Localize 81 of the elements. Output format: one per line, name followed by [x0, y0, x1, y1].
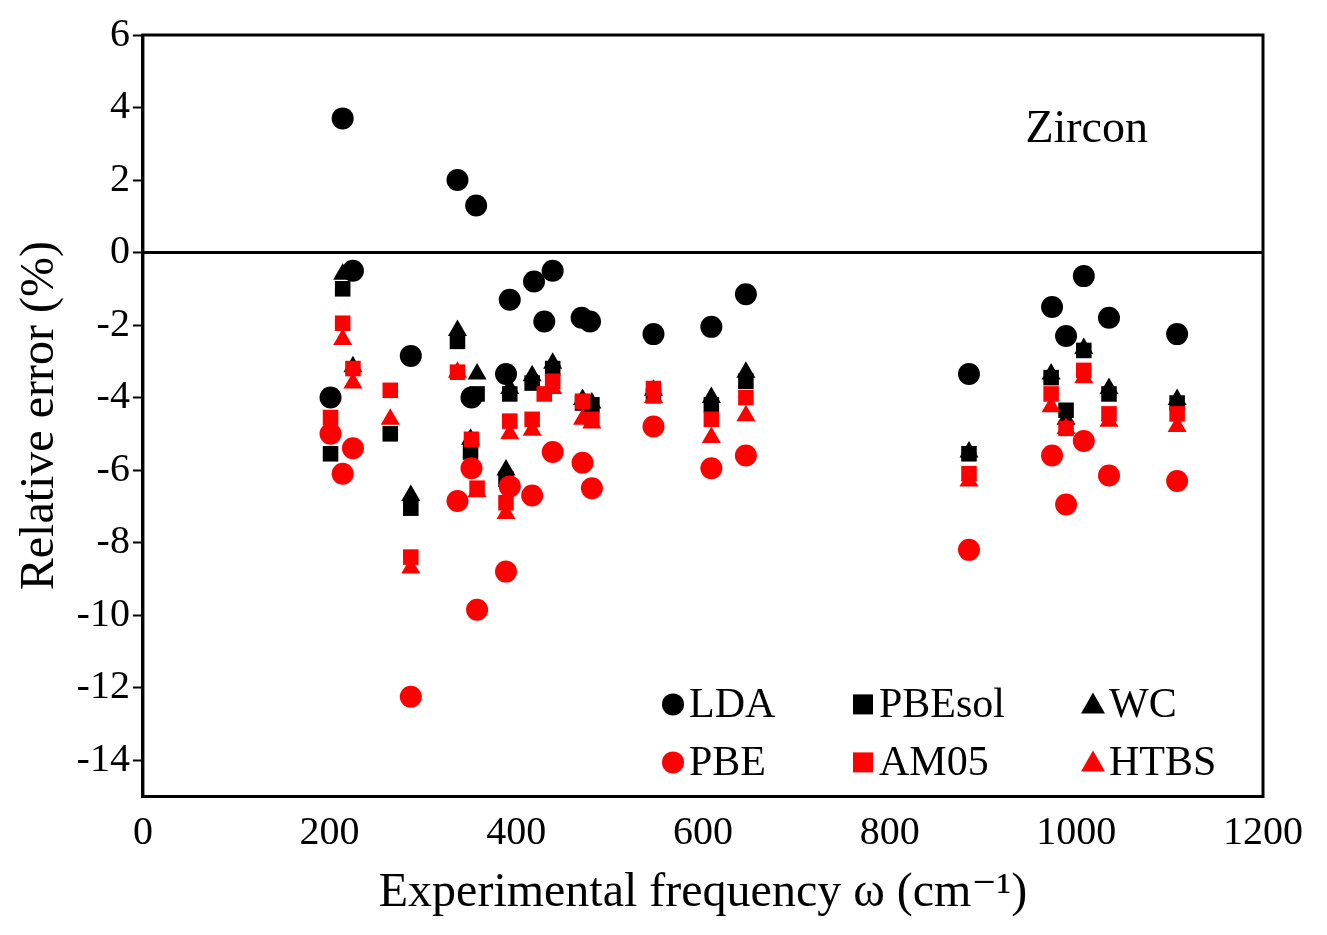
- point: [1041, 295, 1064, 318]
- point: [495, 560, 518, 583]
- y-tick-label: -8: [96, 517, 130, 563]
- point: [334, 281, 351, 297]
- point: [957, 538, 980, 561]
- point: [495, 363, 518, 385]
- point: [498, 288, 521, 311]
- point: [571, 451, 594, 474]
- x-tick-label: 1200: [1223, 807, 1303, 853]
- y-tick-label: -14: [76, 734, 130, 780]
- point: [1041, 444, 1064, 467]
- x-tick-label: 600: [672, 807, 733, 853]
- point: [1072, 265, 1095, 288]
- point: [703, 411, 720, 428]
- point: [642, 415, 665, 438]
- point: [334, 315, 351, 332]
- point: [579, 310, 602, 333]
- point: [319, 422, 342, 445]
- point: [382, 426, 399, 442]
- x-tick-label: 800: [859, 807, 920, 853]
- point: [957, 363, 980, 385]
- point: [700, 315, 723, 338]
- point: [521, 484, 544, 507]
- point: [700, 457, 723, 480]
- point: [498, 475, 521, 498]
- point: [331, 462, 354, 485]
- point: [341, 437, 364, 460]
- point: [642, 323, 665, 346]
- point: [1097, 306, 1120, 329]
- point: [541, 440, 564, 463]
- x-tick-label: 200: [299, 807, 360, 853]
- y-tick-label: 0: [109, 227, 130, 273]
- legend-label: PBEsol: [879, 680, 1006, 727]
- point: [1169, 406, 1185, 422]
- legend-label: PBE: [689, 738, 767, 785]
- point: [446, 169, 469, 192]
- legend-label: WC: [1109, 680, 1177, 727]
- point: [501, 413, 518, 429]
- point: [446, 489, 469, 512]
- point: [1166, 323, 1189, 346]
- x-tick-label: 1000: [1036, 807, 1117, 853]
- y-tick-label: 4: [109, 82, 130, 128]
- point: [734, 283, 757, 306]
- legend-label: AM05: [879, 738, 989, 785]
- point: [399, 685, 422, 708]
- y-tick-label: 6: [109, 9, 130, 55]
- point: [403, 500, 419, 516]
- point: [322, 409, 339, 426]
- y-tick-label: 2: [109, 154, 130, 200]
- legend-label: LDA: [689, 680, 776, 727]
- point: [738, 389, 754, 406]
- point: [1055, 493, 1078, 516]
- y-tick-label: -10: [76, 589, 130, 635]
- point: [1043, 386, 1059, 402]
- point: [580, 477, 603, 500]
- point: [533, 310, 556, 333]
- point: [1072, 430, 1095, 453]
- x-tick-label: 400: [486, 807, 547, 853]
- point: [460, 457, 483, 480]
- point: [345, 360, 361, 377]
- point: [382, 382, 399, 399]
- point: [1055, 324, 1078, 347]
- point: [331, 107, 354, 130]
- y-tick-label: -2: [96, 299, 130, 345]
- point: [1166, 469, 1189, 492]
- point: [319, 386, 342, 409]
- y-tick-label: -12: [76, 662, 130, 708]
- point: [541, 259, 564, 282]
- point: [523, 270, 546, 293]
- point: [322, 445, 339, 462]
- point: [466, 598, 489, 621]
- annotation: Zircon: [1025, 101, 1148, 153]
- point: [399, 344, 422, 367]
- point: [465, 194, 488, 217]
- point: [1097, 464, 1120, 487]
- y-tick-label: -6: [96, 444, 130, 490]
- point: [734, 444, 757, 467]
- legend-label: HTBS: [1109, 738, 1217, 785]
- x-axis-title: Experimental frequency ω (cm⁻¹): [378, 862, 1028, 917]
- y-axis-title: Relative error (%): [10, 241, 65, 591]
- y-tick-label: -4: [96, 372, 130, 418]
